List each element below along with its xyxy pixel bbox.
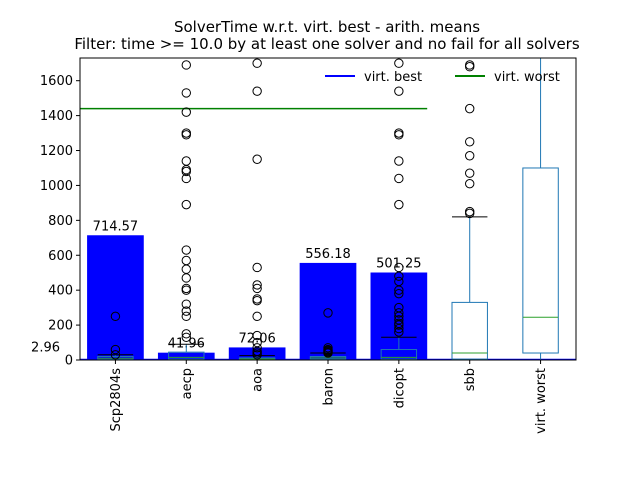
outlier-point	[181, 199, 191, 210]
outlier-point	[181, 130, 191, 140]
outlier-point	[465, 151, 475, 161]
outlier-point	[181, 306, 191, 316]
outlier-point	[252, 262, 262, 273]
outlier-point	[252, 86, 262, 96]
legend: virt. best virt. worst	[325, 70, 560, 85]
outlier-point	[465, 168, 475, 178]
boxplot-aecp	[168, 60, 205, 360]
boxplot-sbb	[451, 60, 488, 360]
box	[451, 301, 488, 360]
bar-aoa	[228, 347, 286, 360]
legend-label: virt. best	[364, 70, 422, 85]
outlier-point	[394, 130, 404, 140]
plot-area: 714.5741.9672.06556.18501.252.9602004006…	[31, 57, 577, 434]
outlier-point	[394, 173, 404, 184]
outlier-point	[181, 311, 191, 322]
outlier-point	[323, 308, 333, 318]
outlier-point	[181, 285, 191, 295]
outlier-point	[394, 320, 404, 330]
outlier-point	[252, 350, 262, 360]
boxplot-scp2804s	[97, 311, 134, 360]
x-tick-label: aoa	[251, 368, 266, 392]
x-tick-label: sbb	[463, 368, 478, 391]
outlier-point	[394, 199, 404, 210]
y-tick-label: 400	[48, 284, 73, 299]
y-tick-label: 200	[48, 319, 73, 334]
boxplot-dicopt	[380, 58, 418, 360]
box	[380, 349, 418, 360]
outlier-point	[181, 173, 191, 184]
outlier-point	[252, 280, 262, 290]
outlier-point	[181, 329, 191, 339]
outlier-point	[323, 348, 333, 358]
y-tick-label: 1400	[40, 109, 73, 124]
outlier-point	[252, 311, 262, 322]
chart-title: SolverTime w.r.t. virt. best - arith. me…	[174, 18, 480, 36]
outlier-point	[252, 154, 262, 164]
outlier-point	[252, 283, 262, 294]
outlier-point	[181, 60, 191, 70]
y-tick-label: 0	[65, 354, 73, 369]
outlier-point	[465, 137, 475, 147]
x-tick-label: baron	[322, 368, 337, 405]
boxplot-virt-worst	[522, 58, 559, 360]
outlier-point	[181, 264, 191, 274]
outlier-point	[252, 343, 262, 353]
y-tick-label: 600	[48, 249, 73, 264]
box	[522, 167, 559, 354]
outlier-point	[394, 58, 404, 68]
boxplot-aoa	[238, 58, 276, 361]
x-tick-label: dicopt	[392, 368, 407, 408]
outlier-point	[181, 166, 191, 177]
outlier-point	[394, 285, 404, 295]
outlier-point	[110, 344, 121, 355]
boxplot-baron	[309, 308, 347, 360]
y-tick-label: 1000	[40, 179, 73, 194]
outlier-point	[394, 327, 404, 337]
outlier-point	[110, 311, 121, 322]
data-label: 556.18	[305, 247, 351, 262]
outlier-point	[110, 350, 121, 360]
outlier-point	[465, 178, 475, 189]
outlier-point	[465, 208, 475, 219]
outlier-point	[252, 330, 262, 341]
bar-scp2804s	[87, 235, 144, 360]
y-tick-label: 800	[48, 214, 73, 229]
outlier-point	[252, 295, 262, 306]
outlier-point	[181, 332, 191, 343]
extra-label: 2.96	[31, 340, 60, 355]
outlier-point	[394, 323, 404, 334]
outlier-point	[181, 273, 191, 283]
outlier-point	[181, 88, 191, 98]
x-tick-label: Scp2804s	[109, 368, 124, 432]
outlier-point	[465, 62, 475, 72]
outlier-point	[394, 288, 404, 299]
outlier-point	[394, 156, 404, 166]
data-label: 501.25	[376, 256, 422, 271]
x-tick-label: virt. worst	[534, 368, 549, 434]
outlier-point	[394, 271, 404, 281]
outlier-point	[181, 299, 191, 309]
outlier-point	[181, 245, 191, 255]
outlier-point	[252, 58, 262, 68]
outlier-point	[181, 107, 191, 117]
outlier-point	[465, 103, 475, 114]
chart-subtitle: Filter: time >= 10.0 by at least one sol…	[74, 35, 580, 53]
outlier-point	[394, 308, 404, 318]
bar-aecp	[157, 352, 215, 360]
legend-label: virt. worst	[494, 70, 560, 85]
outlier-point	[181, 255, 191, 266]
y-tick-label: 1600	[40, 74, 73, 89]
y-tick-label: 1200	[40, 144, 73, 159]
data-label: 714.57	[93, 219, 139, 234]
x-tick-label: aecp	[180, 368, 195, 399]
data-label: 72.06	[239, 331, 276, 346]
outlier-point	[181, 156, 191, 166]
box	[168, 351, 205, 360]
outlier-point	[394, 86, 404, 96]
